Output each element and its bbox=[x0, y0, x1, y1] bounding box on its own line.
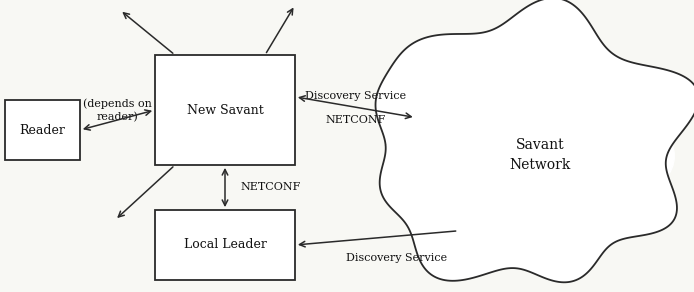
Text: New Savant: New Savant bbox=[187, 103, 264, 117]
Ellipse shape bbox=[489, 53, 566, 123]
Polygon shape bbox=[375, 0, 694, 282]
Text: NETCONF: NETCONF bbox=[325, 115, 385, 125]
Ellipse shape bbox=[607, 123, 675, 189]
Bar bbox=[155, 55, 295, 165]
Ellipse shape bbox=[459, 189, 536, 244]
Text: Discovery Service: Discovery Service bbox=[305, 91, 406, 101]
Ellipse shape bbox=[405, 160, 473, 218]
Bar bbox=[5, 100, 80, 160]
Ellipse shape bbox=[517, 194, 595, 249]
Ellipse shape bbox=[448, 71, 521, 142]
Text: NETCONF: NETCONF bbox=[240, 182, 301, 192]
Text: Reader: Reader bbox=[19, 124, 65, 136]
Ellipse shape bbox=[582, 84, 655, 145]
Ellipse shape bbox=[534, 55, 617, 125]
Bar bbox=[155, 210, 295, 280]
Text: Savant
Network: Savant Network bbox=[509, 138, 570, 172]
Text: Discovery Service: Discovery Service bbox=[346, 253, 448, 263]
Ellipse shape bbox=[584, 177, 657, 234]
Text: Local Leader: Local Leader bbox=[183, 239, 266, 251]
Text: (depends on
reader): (depends on reader) bbox=[83, 99, 152, 122]
Ellipse shape bbox=[419, 68, 641, 222]
Ellipse shape bbox=[386, 109, 453, 170]
